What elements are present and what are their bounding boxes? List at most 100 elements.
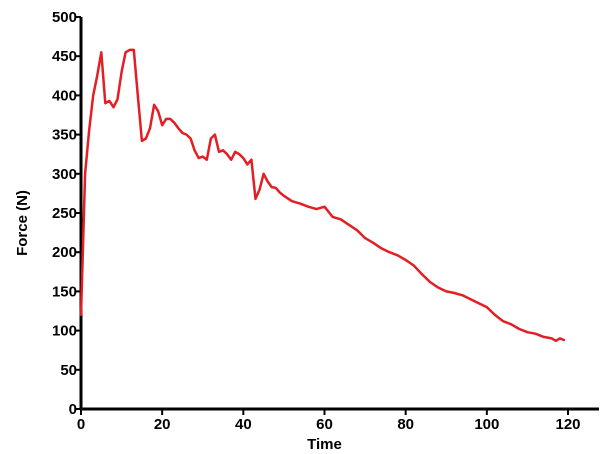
force-data-point [238, 153, 240, 155]
force-data-point [255, 198, 257, 200]
y-tick-label: 450 [52, 48, 77, 65]
force-data-point [555, 340, 557, 342]
force-data-point [397, 254, 399, 256]
x-axis-title: Time [307, 436, 342, 453]
force-data-point [92, 94, 94, 96]
force-data-point [242, 157, 244, 159]
force-data-point [421, 273, 423, 275]
force-data-point [214, 134, 216, 136]
force-data-point [177, 127, 179, 129]
force-data-point [535, 333, 537, 335]
x-tick-label: 0 [77, 416, 85, 433]
force-data-point [263, 173, 265, 175]
force-data-point [226, 153, 228, 155]
force-data-point [340, 218, 342, 220]
force-data-point [332, 216, 334, 218]
force-data-point [470, 298, 472, 300]
y-tick-label: 150 [52, 283, 77, 300]
force-data-point [182, 132, 184, 134]
y-tick-label: 0 [69, 401, 77, 418]
force-data-point [157, 110, 159, 112]
force-data-point [445, 290, 447, 292]
axes [79, 17, 599, 411]
force-data-point [271, 186, 273, 188]
axis-ticks: 0 50 100 150 200 250 300 350 400 450 500 0 20 40 60 80 1… [52, 9, 581, 433]
force-data-point [250, 159, 252, 161]
force-data-point [202, 156, 204, 158]
force-data-point [198, 157, 200, 159]
force-data-point [324, 206, 326, 208]
force-data-point [486, 306, 488, 308]
force-data-point [275, 187, 277, 189]
force-data-point [145, 138, 147, 140]
force-data-point [137, 94, 139, 96]
force-data-point [413, 265, 415, 267]
force-data-point [518, 328, 520, 330]
force-data-point [206, 159, 208, 161]
force-data-point [315, 208, 317, 210]
force-data-point [194, 149, 196, 151]
y-tick-label: 50 [60, 362, 77, 379]
force-data-point [478, 302, 480, 304]
force-data-point [113, 106, 115, 108]
y-tick-label: 200 [52, 244, 77, 261]
force-data-point [121, 71, 123, 73]
force-data-point [279, 192, 281, 194]
force-data-point [133, 49, 135, 51]
series-layer [79, 48, 566, 343]
force-data-point [161, 124, 163, 126]
force-data-point [429, 281, 431, 283]
force-data-point [186, 134, 188, 136]
force-data-point [543, 336, 545, 338]
force-data-point [348, 224, 350, 226]
force-data-point [234, 151, 236, 153]
force-data-point [149, 127, 151, 129]
force-data-point [84, 173, 86, 175]
force-data-point [117, 98, 119, 100]
force-data-point [230, 159, 232, 161]
force-data-point [551, 337, 553, 339]
y-axis-title: Force (N) [14, 190, 31, 256]
force-data-point [108, 100, 110, 102]
y-tick-label: 100 [52, 323, 77, 340]
y-tick-label: 250 [52, 205, 77, 222]
force-data-point [141, 140, 143, 142]
force-data-point [299, 203, 301, 205]
force-data-point [169, 118, 171, 120]
x-tick-label: 80 [397, 416, 414, 433]
force-data-point [364, 237, 366, 239]
force-data-point [462, 294, 464, 296]
force-data-point [129, 49, 131, 51]
force-data-point [246, 163, 248, 165]
force-data-point [437, 287, 439, 289]
force-data-point [88, 130, 90, 132]
force-data-point [100, 51, 102, 53]
force-data-point [356, 229, 358, 231]
x-tick-label: 60 [316, 416, 333, 433]
y-tick-label: 500 [52, 9, 77, 26]
y-tick-label: 350 [52, 127, 77, 144]
force-data-point [283, 195, 285, 197]
force-data-point [405, 259, 407, 261]
force-data-point [372, 242, 374, 244]
force-data-point [210, 138, 212, 140]
force-data-point [510, 323, 512, 325]
force-data-point [453, 292, 455, 294]
force-data-point [291, 200, 293, 202]
force-data-point [165, 118, 167, 120]
force-data-point [222, 149, 224, 151]
x-tick-label: 40 [235, 416, 252, 433]
force-data-point [388, 251, 390, 253]
force-data-point [104, 102, 106, 104]
force-data-point [218, 151, 220, 153]
force-series-line [79, 48, 566, 343]
force-data-point [559, 337, 561, 339]
y-tick-label: 300 [52, 166, 77, 183]
force-data-point [96, 75, 98, 77]
y-tick-label: 400 [52, 87, 77, 104]
force-data-point [307, 206, 309, 208]
force-data-point [259, 189, 261, 191]
force-data-point [526, 331, 528, 333]
x-tick-label: 100 [474, 416, 499, 433]
